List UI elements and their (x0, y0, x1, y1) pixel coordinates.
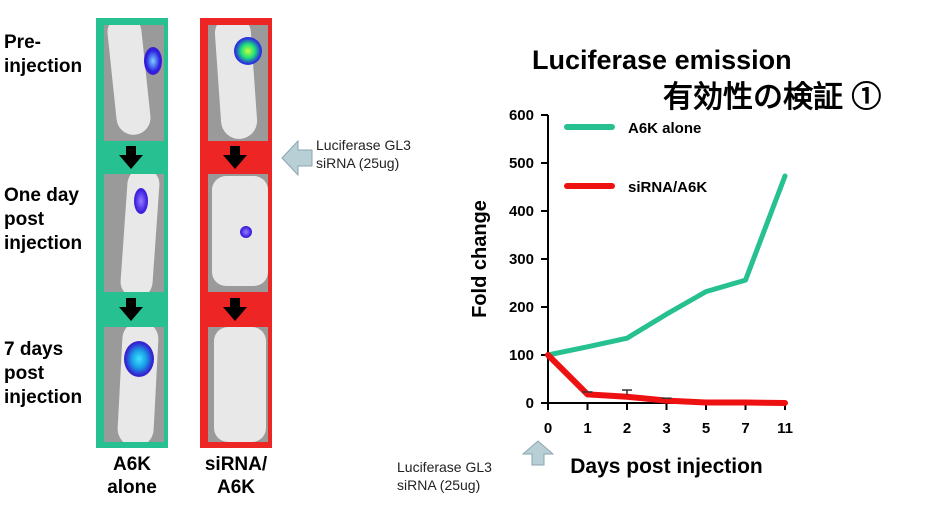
data-point (783, 401, 787, 405)
data-point (664, 398, 669, 403)
legend-label: A6K alone (628, 120, 701, 137)
image-sirna-pre (208, 25, 268, 141)
data-point (664, 312, 669, 317)
up-arrow-icon (522, 440, 554, 466)
x-tick-label: 3 (662, 420, 670, 437)
y-tick-label: 400 (509, 203, 534, 220)
slide-subtitle: 有効性の検証 ① (663, 81, 882, 114)
data-point (743, 400, 748, 405)
side-note: Luciferase GL3 siRNA (25ug) (316, 137, 411, 171)
x-tick-label: 0 (544, 420, 552, 437)
line-chart: 0 100 200 300 400 500 600 0 1 2 3 5 7 11 Fold change Da… (469, 107, 793, 478)
down-arrow-icon (119, 307, 143, 321)
row-label-seven-days: 7 days post injection (4, 339, 83, 408)
data-point (704, 289, 708, 294)
data-point (585, 392, 590, 397)
x-axis-label: Days post injection (570, 455, 763, 478)
x-tick-label: 11 (777, 420, 793, 437)
x-tick-label: 1 (583, 420, 591, 437)
down-arrow-icon (223, 307, 247, 321)
data-point (585, 344, 590, 349)
row-label-pre-injection: Pre- injection (4, 32, 83, 77)
y-tick-label: 300 (509, 251, 534, 268)
y-tick-label: 500 (509, 155, 534, 172)
y-tick-label: 600 (509, 107, 534, 124)
x-tick-label: 7 (741, 420, 749, 437)
y-axis-label: Fold change (469, 200, 491, 318)
y-tick-label: 0 (526, 395, 534, 412)
image-a6k-pre (104, 25, 164, 141)
series-line-a6k-alone (545, 173, 788, 358)
data-point (625, 336, 629, 341)
image-a6k-one-day (104, 174, 164, 292)
down-arrow-icon (223, 155, 247, 169)
data-point (743, 278, 748, 283)
data-point (546, 353, 550, 357)
legend-label: siRNA/A6K (628, 179, 707, 196)
panel-sirna-a6k (200, 18, 272, 448)
data-point (625, 394, 629, 399)
column-label-sirna-a6k: siRNA/ A6K (204, 454, 268, 498)
bottom-note: Luciferase GL3 siRNA (25ug) (397, 459, 492, 493)
y-tick-label: 200 (509, 299, 534, 316)
image-sirna-one-day (208, 174, 268, 292)
column-label-a6k-alone: A6K alone (107, 454, 157, 498)
y-tick-label: 100 (509, 347, 534, 364)
data-point (783, 173, 787, 178)
x-tick-label: 2 (623, 420, 631, 437)
x-tick-label: 5 (702, 420, 710, 437)
down-arrow-icon (119, 155, 143, 169)
image-a6k-seven-days (104, 327, 164, 442)
data-point (704, 400, 708, 405)
series-line-sirna-a6k (545, 352, 788, 406)
chart-title: Luciferase emission (532, 45, 792, 75)
left-arrow-icon (281, 139, 313, 177)
panel-a6k-alone (96, 18, 168, 448)
image-sirna-seven-days (208, 327, 268, 442)
row-label-one-day: One day post injection (4, 185, 83, 254)
